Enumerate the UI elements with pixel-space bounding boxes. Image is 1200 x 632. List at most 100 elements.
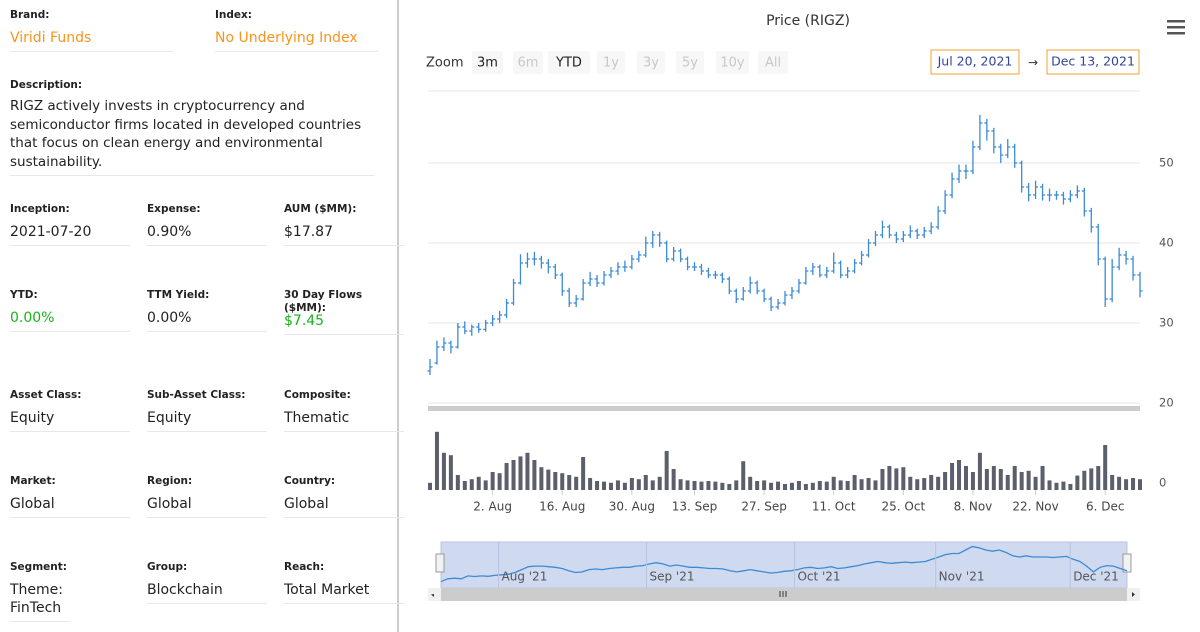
field-value: Equity <box>147 409 267 432</box>
volume-bar <box>608 482 613 490</box>
range-from-box[interactable] <box>930 49 1020 75</box>
volume-bar <box>943 472 948 490</box>
y-tick-label: 30 <box>1159 316 1174 330</box>
volume-bar <box>671 469 676 490</box>
volume-bar <box>1054 482 1059 490</box>
zoom-button-label[interactable]: All <box>765 56 781 71</box>
scrollbar-thumb[interactable] <box>441 588 1127 601</box>
volume-bar <box>476 476 481 490</box>
zoom-button[interactable] <box>716 51 749 74</box>
volume-bar <box>950 463 955 490</box>
volume-bar <box>602 481 607 490</box>
scroll-grip <box>779 591 787 597</box>
x-tick-label: 25. Oct <box>882 500 926 514</box>
volume-bar <box>1019 472 1024 490</box>
field-value: $7.45 <box>284 308 404 335</box>
volume-bar <box>762 480 767 490</box>
zoom-button[interactable] <box>513 51 543 74</box>
volume-tick-label: 0 <box>1159 476 1166 490</box>
navigator-tick-label: Sep '21 <box>649 570 694 584</box>
field-value: Theme: FinTech <box>10 581 70 622</box>
zoom-button[interactable] <box>637 51 665 74</box>
zoom-button[interactable] <box>548 51 590 74</box>
volume-bar <box>699 481 704 490</box>
zoom-button-label[interactable]: 3y <box>643 56 659 71</box>
volume-bar <box>615 480 620 490</box>
zoom-button[interactable] <box>472 51 503 74</box>
volume-bar <box>497 473 502 490</box>
menu-icon <box>1167 20 1185 23</box>
volume-bar <box>511 460 516 490</box>
volume-bar <box>1131 478 1136 490</box>
range-to[interactable]: Dec 13, 2021 <box>1051 54 1135 69</box>
navigator-handle[interactable] <box>1122 553 1132 573</box>
volume-bar <box>588 478 593 490</box>
volume-bar <box>483 480 488 490</box>
volume-bar <box>685 480 690 490</box>
volume-bar <box>963 466 968 490</box>
volume-bar <box>1012 466 1017 490</box>
zoom-button[interactable] <box>758 51 788 74</box>
volume-bar <box>748 476 753 490</box>
zoom-button-label[interactable]: 3m <box>477 56 498 71</box>
menu-icon <box>1167 32 1185 35</box>
volume-bar <box>1082 470 1087 490</box>
field-value: $17.87 <box>284 223 404 246</box>
volume-bar <box>908 476 913 490</box>
zoom-button-label[interactable]: 10y <box>720 56 745 71</box>
volume-bar <box>595 481 600 490</box>
description-text: RIGZ actively invests in cryptocurrency … <box>10 97 375 176</box>
zoom-button[interactable] <box>676 51 704 74</box>
pane-separator <box>428 406 1140 411</box>
volume-bar <box>1110 475 1115 490</box>
scroll-right[interactable] <box>1132 592 1135 597</box>
scroll-left[interactable] <box>431 594 434 597</box>
navigator-selection[interactable] <box>440 541 1128 589</box>
volume-bar <box>553 472 558 490</box>
range-from[interactable]: Jul 20, 2021 <box>937 54 1013 69</box>
volume-bar <box>769 482 774 490</box>
volume-bar <box>845 481 850 490</box>
scrollbar[interactable] <box>428 588 1140 601</box>
volume-bar <box>727 484 732 490</box>
volume-bar <box>1061 481 1066 490</box>
navigator-handle[interactable] <box>435 553 445 573</box>
volume-bar <box>657 476 662 490</box>
volume-bar <box>803 484 808 490</box>
field-label: YTD: <box>10 289 38 301</box>
volume-bar <box>887 466 892 490</box>
volume-bar <box>866 478 871 490</box>
field-label: AUM ($MM): <box>284 203 357 215</box>
zoom-button-label[interactable]: 6m <box>518 56 539 71</box>
field-label: Sub-Asset Class: <box>147 389 246 401</box>
menu-icon <box>1167 26 1185 29</box>
field-value: 0.90% <box>147 223 267 246</box>
y-tick-label: 40 <box>1159 236 1174 250</box>
volume-bar <box>643 475 648 490</box>
zoom-button[interactable] <box>597 51 625 74</box>
zoom-label: Zoom <box>426 56 463 71</box>
zoom-button-label[interactable]: 5y <box>682 56 698 71</box>
volume-bar <box>664 451 669 490</box>
volume-bar <box>894 468 899 490</box>
field-label: Country: <box>284 475 336 487</box>
volume-bar <box>1040 466 1045 490</box>
volume-bar <box>984 469 989 490</box>
navigator-tick-label: Dec '21 <box>1073 570 1119 584</box>
zoom-button-label[interactable]: 1y <box>603 56 619 71</box>
fund-panel: Description: RIGZ actively invests in cr… <box>0 0 404 632</box>
volume-bar <box>441 452 446 490</box>
field-value: Global <box>10 495 130 518</box>
y-tick-label: 50 <box>1159 156 1174 170</box>
field-value: Equity <box>10 409 130 432</box>
volume-bar <box>1068 484 1073 490</box>
zoom-button-label[interactable]: YTD <box>555 56 582 71</box>
volume-bar <box>824 481 829 490</box>
field-label: Reach: <box>284 561 325 573</box>
volume-bar <box>957 460 962 490</box>
volume-bar <box>977 452 982 490</box>
volume-bar <box>936 476 941 490</box>
volume-bar <box>741 461 746 490</box>
volume-bar <box>636 479 641 490</box>
range-to-box[interactable] <box>1046 49 1140 75</box>
